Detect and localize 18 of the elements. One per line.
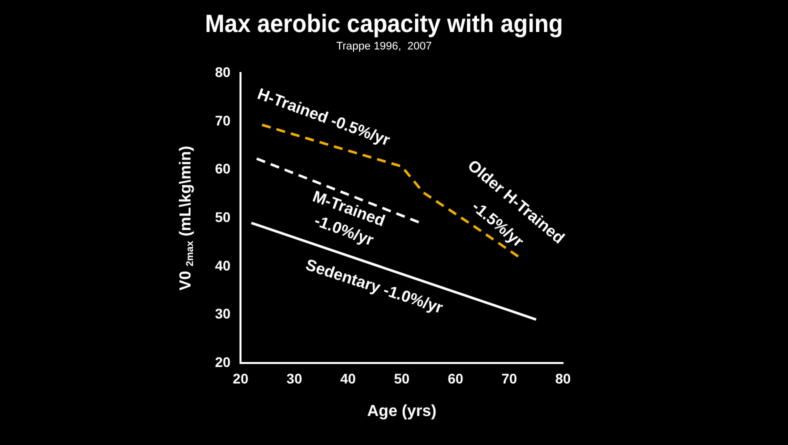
x-tick-label: 20 [232,370,249,386]
x-tick-label: 30 [286,370,302,386]
y-tick-label: 60 [214,160,231,177]
y-tick-label: 20 [214,354,231,370]
y-tick-label: 40 [214,257,231,274]
x-tick-label: 70 [501,370,518,386]
y-tick-label: 80 [214,64,231,80]
chart-title: Max aerobic capacity with aging [205,10,563,38]
chart-subtitle: Trappe 1996, 2007 [336,40,432,53]
x-tick-label: 50 [394,370,410,386]
x-tick-label: 40 [340,370,356,386]
x-tick-label: 80 [555,370,571,386]
y-tick-label: 50 [214,208,231,225]
x-axis-title: Age (yrs) [367,402,436,420]
x-tick-label: 60 [448,370,464,386]
y-tick-label: 30 [214,306,231,322]
y-tick-label: 70 [214,112,231,128]
y-axis-title: V0 2max (mL\kg\min) [177,146,196,290]
